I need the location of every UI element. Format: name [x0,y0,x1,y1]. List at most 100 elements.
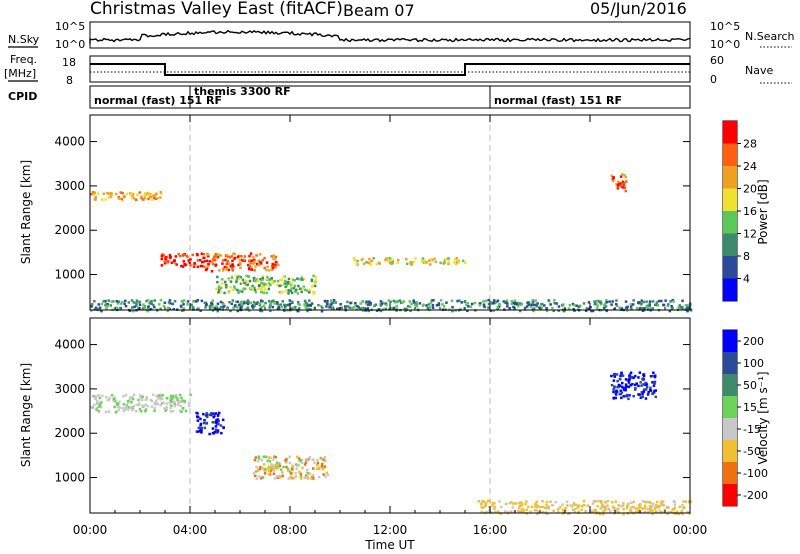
power-cell [575,304,578,307]
power-cell [219,291,222,294]
velocity-cell [124,407,127,411]
power-cell [143,197,146,200]
velocity-cell [632,376,635,380]
velocity-cell [292,476,296,480]
power-cell [588,307,591,310]
power-cell [384,307,388,311]
power-cell [173,261,176,264]
velocity-cell [196,419,200,422]
power-cell [130,192,133,195]
power-cell [612,179,615,183]
power-cell [584,309,588,312]
power-cell [353,258,356,262]
velocity-cell [107,410,111,413]
velocity-cell [174,394,178,397]
velocity-cell [117,405,120,409]
power-cell [259,287,263,290]
power-cell [610,174,613,178]
velocity-cell [525,512,529,515]
power-cell [284,304,288,307]
power-cell [366,307,370,310]
velocity-cell [95,408,98,411]
power-cell [253,279,257,282]
power-cell [365,308,368,311]
velocity-cell [254,470,258,473]
power-cell [196,299,199,302]
power-cell [637,301,641,304]
velocity-cell [601,503,604,506]
power-cell [330,303,333,306]
power-cell [210,302,213,306]
velocity-cell [202,412,205,416]
power-cell [279,278,282,282]
power-cell [241,290,244,293]
power-cell [425,304,428,307]
power-cell [181,265,185,268]
power-cell [399,301,403,305]
velocity-cell [205,413,209,416]
velocity-cell [288,470,292,474]
power-cell [265,278,268,281]
velocity-cell [632,500,635,504]
velocity-cell [267,473,271,476]
power-cell [362,309,365,312]
velocity-cell [135,403,138,407]
power-cell [323,299,327,303]
velocity-cell [535,508,539,512]
power-cell [222,303,225,306]
power-cell [619,182,622,185]
velocity-cell [518,506,521,510]
power-cell [328,303,331,306]
power-cell [308,299,311,302]
velocity-cell [272,472,276,475]
power-cell [192,265,196,268]
power-cell [230,302,234,306]
power-cell [215,307,219,311]
velocity-cell [499,505,503,509]
power-cell [681,299,684,303]
velocity-cell [160,397,164,401]
power-cell [298,303,302,307]
velocity-cell [582,499,586,503]
colorbar-swatch [723,278,737,302]
velocity-cell [616,379,619,383]
velocity-cell [137,398,140,402]
velocity-cell [639,503,642,506]
power-cell [267,287,271,291]
velocity-cell [213,414,216,417]
velocity-cell [132,393,136,396]
power-cell [243,255,247,258]
power-cell [121,199,124,202]
power-cell [246,306,249,310]
velocity-cell [113,405,116,409]
power-cell [292,307,295,310]
power-cell [93,198,97,201]
velocity-cell [163,407,166,410]
power-cell [418,302,422,305]
power-cell [455,263,458,266]
power-cell [264,282,267,286]
power-cell [278,284,281,288]
power-cell [116,302,120,305]
velocity-cell [213,430,217,434]
power-cell [256,262,259,266]
power-cell [367,303,370,306]
power-cell [296,292,300,295]
power-cell [249,286,253,290]
velocity-cell [566,512,570,515]
power-cell [439,299,443,302]
velocity-cell [269,456,272,460]
power-cell [590,309,593,313]
power-cell [339,303,342,306]
power-cell [617,180,620,183]
power-cell [596,304,599,307]
power-cell [640,299,644,302]
velocity-cell [139,396,142,399]
velocity-cell [653,389,656,393]
power-cell [147,193,151,196]
power-cell [253,288,257,292]
power-cell [231,263,234,266]
velocity-cell [573,511,576,514]
velocity-cell [296,455,299,459]
